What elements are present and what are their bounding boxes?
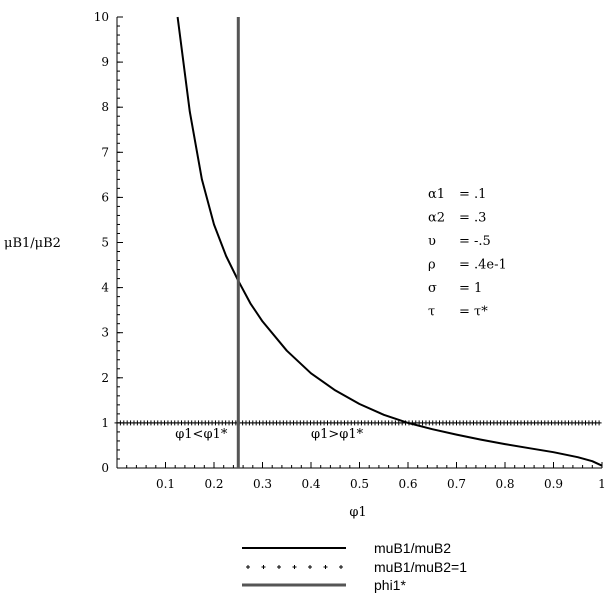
parameter-symbol: τ [428,305,435,320]
x-tick-label: 0.3 [253,477,272,491]
parameter-value: = .4e-1 [459,258,507,273]
annotations: φ1<φ1* φ1>φ1* [175,427,363,442]
legend-label: phi1* [374,577,406,593]
y-tick-label: 4 [101,281,109,295]
parameter-symbol: υ [428,234,436,249]
region-annotation: φ1>φ1* [311,427,364,442]
x-ticks: 0.1 0.2 0.3 0.4 0.5 0.6 0.7 0.8 0.9 1 [156,462,606,491]
x-tick-label: 0.6 [398,477,417,491]
parameter-symbol: α2 [428,211,445,226]
x-tick-label: 0.8 [495,477,514,491]
x-tick-label: 0.1 [156,477,175,491]
y-tick-label: 10 [94,10,109,24]
series-line-reference [114,420,602,426]
x-tick-label: 0.7 [447,477,466,491]
y-ticks: 0 1 2 3 4 5 6 7 8 9 10 [94,10,123,475]
parameter-symbol: σ [428,281,437,296]
region-annotation: φ1<φ1* [175,427,228,442]
x-tick-label: 0.2 [204,477,223,491]
parameter-value: = τ* [459,305,488,320]
y-tick-label: 7 [101,145,109,159]
parameter-value: = .1 [459,187,486,202]
y-tick-label: 1 [101,416,109,430]
y-tick-label: 5 [101,236,109,250]
parameter-symbol: α1 [428,187,445,202]
y-tick-label: 8 [101,100,109,114]
y-tick-label: 3 [101,326,109,340]
series-layer [114,16,603,468]
y-tick-label: 9 [101,55,109,69]
parameter-symbol: ρ [428,258,436,273]
legend-label: muB1/muB2 [374,540,451,556]
y-axis-label: μB1/μB2 [4,236,61,251]
x-tick-label: 0.9 [544,477,563,491]
parameter-value: = .3 [459,211,486,226]
y-tick-label: 6 [101,190,109,204]
parameter-value: = 1 [459,281,482,296]
x-tick-label: 0.4 [301,477,320,491]
legend-swatch-dotted [246,565,343,569]
parameter-list: α1 = .1 α2 = .3 υ = -.5 ρ = .4e-1 σ = 1 τ = τ* [428,187,507,320]
plot-area: 0.1 0.2 0.3 0.4 0.5 0.6 0.7 0.8 0.9 1 0 1 2 3 4 5 6 7 8 9 1… [94,10,606,491]
parameter-value: = -.5 [459,234,491,249]
legend-label: muB1/muB2=1 [374,559,467,575]
legend: muB1/muB2 muB1/muB2=1 phi1* [242,540,467,593]
series-line-ratio [176,16,603,467]
y-tick-label: 0 [101,461,109,475]
x-axis-label: φ1 [349,505,366,520]
x-tick-label: 1 [598,477,606,491]
y-tick-label: 2 [101,371,109,385]
x-tick-label: 0.5 [350,477,369,491]
